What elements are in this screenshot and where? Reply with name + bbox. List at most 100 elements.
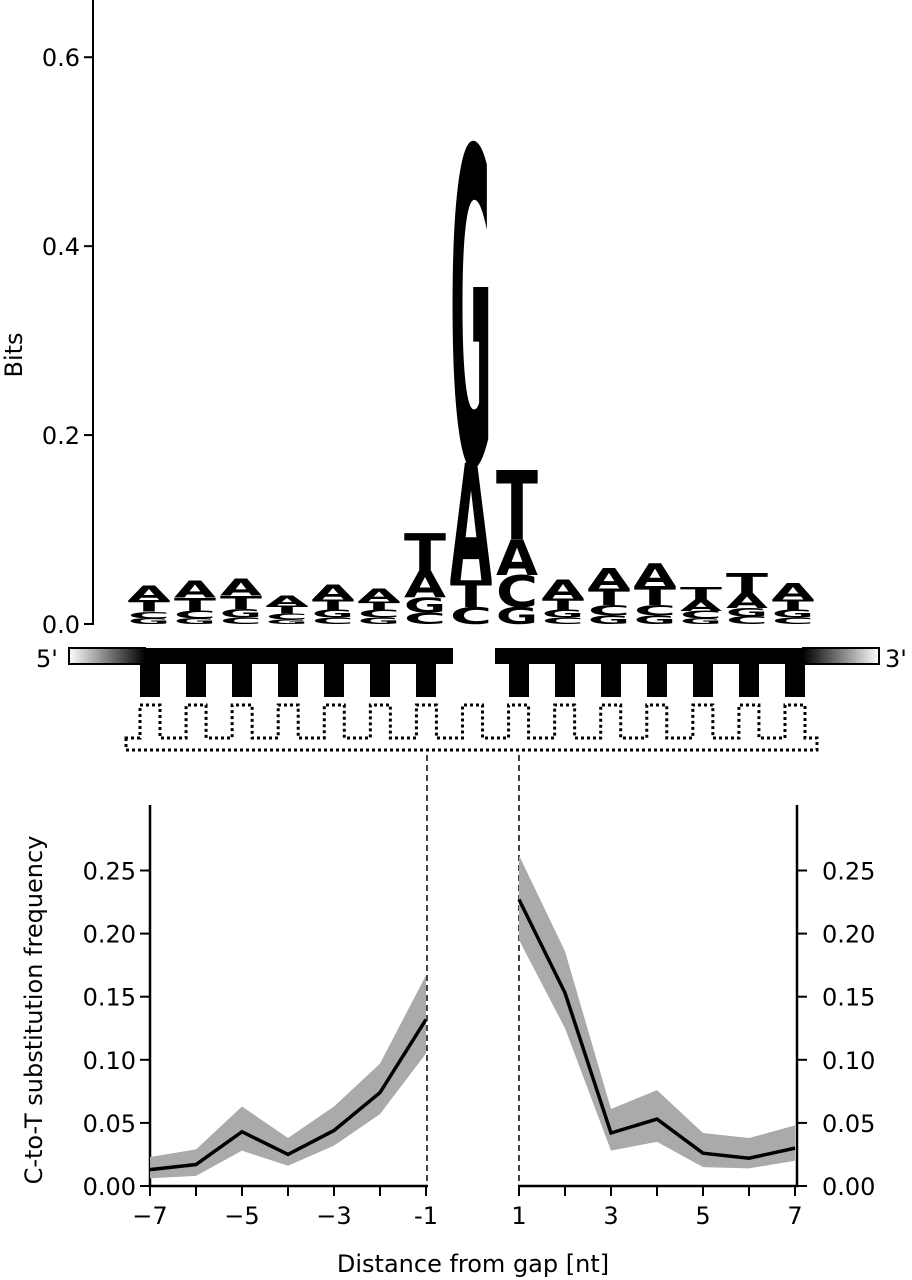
base-tooth bbox=[739, 663, 759, 697]
logo-letter-T: T bbox=[312, 597, 355, 614]
logo-letter-A: A bbox=[450, 432, 492, 620]
strand-left-fade bbox=[68, 647, 146, 665]
base-tooth bbox=[278, 663, 298, 697]
logo-letter-T: T bbox=[128, 597, 171, 615]
logo-letter-G: G bbox=[772, 608, 814, 620]
logo-letter-G: G bbox=[680, 617, 722, 626]
frequency-x-ticks: −7 −5 −3 -1 1 3 5 7 bbox=[132, 1186, 803, 1230]
logo-letter-G: G bbox=[220, 607, 262, 620]
logo-letter-C: C bbox=[450, 603, 492, 630]
base-tooth bbox=[693, 663, 713, 697]
logo-y-tick-label: 0.4 bbox=[42, 233, 80, 261]
logo-letter-T: T bbox=[220, 592, 262, 613]
logo-letter-A: A bbox=[680, 597, 722, 615]
right-confidence-band bbox=[519, 855, 795, 1169]
left-x-tick-label: -1 bbox=[414, 1202, 438, 1230]
logo-y-tick-label: 0.6 bbox=[42, 44, 80, 72]
logo-letter-G: G bbox=[726, 606, 768, 619]
logo-letter-T: T bbox=[450, 573, 493, 615]
right-x-tick-label: 1 bbox=[511, 1202, 526, 1230]
dna-diagram: 5' 3' bbox=[36, 645, 907, 1185]
logo-y-ticks: 0.0 0.2 0.4 0.6 bbox=[42, 44, 93, 639]
template-strand-dotted bbox=[124, 703, 819, 752]
logo-letter-A: A bbox=[312, 580, 354, 604]
logo-letter-A: A bbox=[404, 564, 446, 606]
three-prime-label: 3' bbox=[885, 645, 907, 673]
right-x-tick-label: 5 bbox=[695, 1202, 710, 1230]
logo-y-tick-label: 0.0 bbox=[42, 611, 80, 639]
left-y-tick-label: 0.05 bbox=[83, 1110, 136, 1138]
logo-letter-T: T bbox=[680, 584, 722, 604]
logo-letter-G: G bbox=[266, 618, 308, 626]
logo-letter-G: G bbox=[174, 617, 216, 626]
logo-letter-A: A bbox=[220, 574, 263, 601]
left-y-tick-label: 0.00 bbox=[83, 1173, 136, 1201]
logo-letter-C: C bbox=[404, 610, 446, 628]
logo-letter-G: G bbox=[312, 608, 354, 620]
left-x-tick-label: −7 bbox=[132, 1202, 167, 1230]
base-tooth bbox=[370, 663, 390, 697]
base-tooth bbox=[232, 663, 252, 697]
logo-letter-A: A bbox=[726, 589, 768, 613]
logo-y-tick-label: 0.2 bbox=[42, 422, 80, 450]
logo-letter-C: C bbox=[266, 612, 308, 621]
left-y-tick-label: 0.25 bbox=[83, 858, 136, 886]
frequency-x-axis-label: Distance from gap [nt] bbox=[337, 1250, 609, 1278]
logo-letter-C: C bbox=[312, 616, 354, 627]
left-y-tick-label: 0.10 bbox=[83, 1047, 136, 1075]
right-y-tick-label: 0.10 bbox=[822, 1047, 875, 1075]
logo-letter-A: A bbox=[358, 584, 401, 605]
left-x-tick-label: −5 bbox=[224, 1202, 259, 1230]
substitution-frequency-plot: 0.00 0.00 0.05 0.05 0.10 0.10 0.15 0.15 0.20 0.20… bbox=[20, 805, 875, 1278]
logo-letter-T: T bbox=[726, 568, 769, 599]
logo-letter-T: T bbox=[358, 599, 400, 612]
logo-letter-C: C bbox=[588, 602, 630, 619]
strand-left-solid bbox=[145, 648, 453, 664]
logo-letter-T: T bbox=[772, 597, 815, 614]
logo-letter-C: C bbox=[680, 609, 722, 621]
logo-letter-T: T bbox=[496, 451, 538, 561]
base-tooth bbox=[509, 663, 529, 697]
five-prime-label: 5' bbox=[36, 645, 58, 673]
logo-letter-A: A bbox=[772, 579, 814, 605]
logo-letter-G: G bbox=[542, 608, 584, 620]
logo-letter-C: C bbox=[542, 616, 584, 627]
logo-letter-G: G bbox=[404, 594, 446, 618]
logo-letter-C: C bbox=[358, 608, 400, 620]
left-y-tick-label: 0.15 bbox=[83, 984, 136, 1012]
base-tooth bbox=[140, 663, 160, 697]
logo-letter-T: T bbox=[404, 524, 446, 584]
frequency-y-ticks: 0.00 0.00 0.05 0.05 0.10 0.10 0.15 0.15 0.20 0.20… bbox=[83, 858, 876, 1202]
logo-letter-A: A bbox=[634, 558, 676, 594]
logo-letter-C: C bbox=[496, 567, 538, 618]
left-confidence-band bbox=[150, 975, 426, 1179]
right-y-tick-label: 0.25 bbox=[822, 858, 875, 886]
sequence-logo: 0.00.20.40.6 Bits GCTAGCTACGTAGCTACGTAGC… bbox=[0, 0, 815, 639]
strand-right-solid bbox=[495, 648, 803, 664]
logo-letter-T: T bbox=[634, 582, 676, 612]
base-tooth bbox=[601, 663, 621, 697]
logo-letter-A: A bbox=[496, 530, 538, 587]
logo-letter-C: C bbox=[634, 602, 676, 619]
base-tooth bbox=[647, 663, 667, 697]
base-tooth bbox=[324, 663, 344, 697]
logo-letter-T: T bbox=[542, 595, 585, 613]
logo-letter-C: C bbox=[726, 614, 768, 626]
logo-letter-C: C bbox=[128, 610, 170, 621]
right-x-tick-label: 3 bbox=[603, 1202, 618, 1230]
logo-letter-T: T bbox=[174, 594, 216, 615]
base-teeth bbox=[140, 663, 805, 697]
left-y-tick-label: 0.20 bbox=[83, 921, 136, 949]
